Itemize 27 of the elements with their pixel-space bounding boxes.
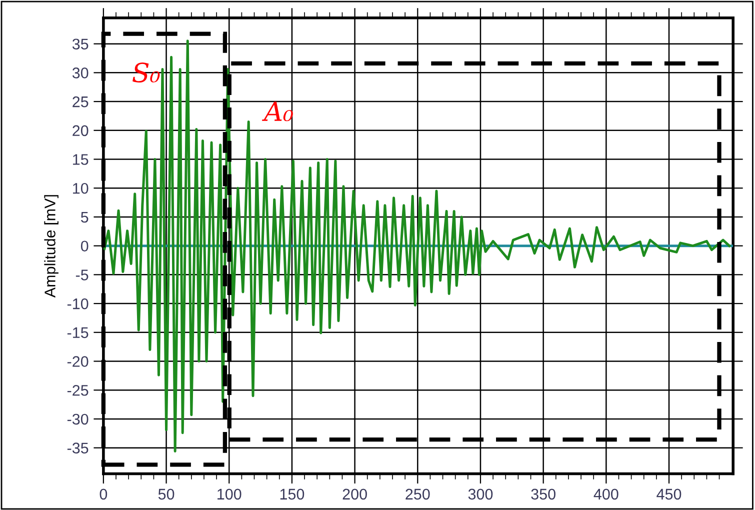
y-tick-label: -20 [67, 356, 88, 367]
y-tick-label: 0 [80, 240, 88, 252]
x-tick-label: 450 [656, 488, 682, 500]
y-tick-label: 5 [80, 212, 88, 223]
x-tick-label: 250 [406, 488, 430, 500]
x-tick-label: 350 [531, 488, 556, 500]
x-tick-label: 200 [342, 488, 367, 500]
y-tick-label: 10 [73, 182, 88, 194]
y-tick-label: -5 [76, 270, 88, 280]
y-tick-label: -10 [67, 298, 88, 310]
y-tick-label: -15 [67, 327, 88, 338]
y-tick-label: -35 [67, 442, 88, 454]
y-tick-label: 30 [72, 68, 88, 78]
x-tick-label: 400 [594, 488, 618, 500]
x-tick-label: 0 [100, 488, 108, 500]
x-tick-label: 150 [280, 488, 304, 500]
y-tick-label: 35 [72, 38, 88, 50]
y-axis-title: Amplitude [mV] [44, 195, 58, 298]
y-tick-label: 25 [72, 96, 88, 108]
y-tick-label: 15 [73, 154, 88, 165]
line-series [103, 40, 731, 453]
x-tick-label: 300 [468, 488, 493, 500]
x-tick-label: 50 [158, 488, 174, 500]
y-tick-label: -25 [67, 384, 88, 396]
y-tick-label: 20 [72, 125, 88, 136]
y-tick-label: -30 [67, 414, 88, 425]
x-tick-label: 100 [218, 488, 242, 500]
